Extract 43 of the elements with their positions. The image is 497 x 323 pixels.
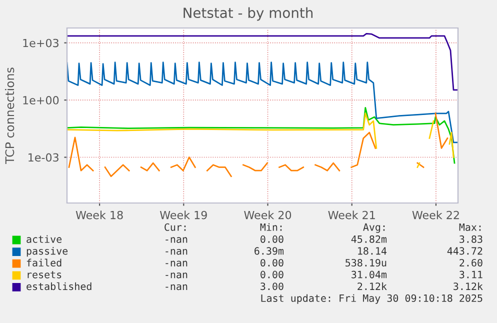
text: Min:: [260, 223, 282, 231]
legend-label: passive: [26, 246, 68, 257]
text: -nan: [166, 237, 188, 243]
text: 0.00: [260, 235, 284, 243]
text: 18.14: [358, 247, 387, 255]
text: Max:: [459, 223, 481, 231]
y-tick-label: 1e-03: [28, 153, 58, 162]
legend-label: failed: [26, 258, 62, 267]
text: 6.39m: [254, 247, 284, 255]
y-tick-label: 1e+00: [23, 96, 59, 104]
text: 45.82m: [351, 235, 387, 243]
line-series: [67, 62, 458, 144]
text: Avg:: [363, 223, 385, 233]
text: 0.00: [260, 258, 284, 267]
legend-label: established: [26, 282, 92, 290]
x-tick-label: Week 22: [412, 210, 459, 220]
text: 2.12k: [358, 282, 387, 290]
text: 31.04m: [352, 270, 387, 278]
text: -nan: [166, 284, 188, 290]
text: Cur:: [164, 223, 186, 231]
y-tick-label: 1e+03: [23, 38, 58, 48]
x-tick-label: Week 18: [76, 210, 123, 220]
x-tick-label: Week 19: [160, 210, 207, 220]
text: 3.00: [260, 282, 284, 290]
text: -nan: [166, 260, 188, 267]
text: 3.83: [460, 235, 482, 243]
line-series: [67, 33, 458, 91]
text: 2.60: [460, 258, 482, 267]
y-axis-title: TCP connections: [5, 68, 14, 164]
chart-title: Netstat - by month: [184, 7, 313, 21]
text: Last update: Fri May 30 09:10:18 2025: [261, 294, 482, 304]
line-series: [67, 106, 456, 164]
text: -nan: [166, 248, 188, 255]
text: -nan: [166, 272, 188, 278]
x-tick-label: Week 21: [328, 210, 375, 220]
text: 3.12k: [454, 282, 483, 290]
text: 538.19u: [346, 258, 386, 267]
legend-label: active: [26, 235, 62, 243]
text: 3.11: [460, 270, 482, 278]
legend-label: resets: [28, 271, 62, 278]
x-tick-label: Week 20: [244, 210, 292, 220]
text: 443.72: [447, 247, 482, 255]
text: 0.00: [260, 270, 284, 278]
